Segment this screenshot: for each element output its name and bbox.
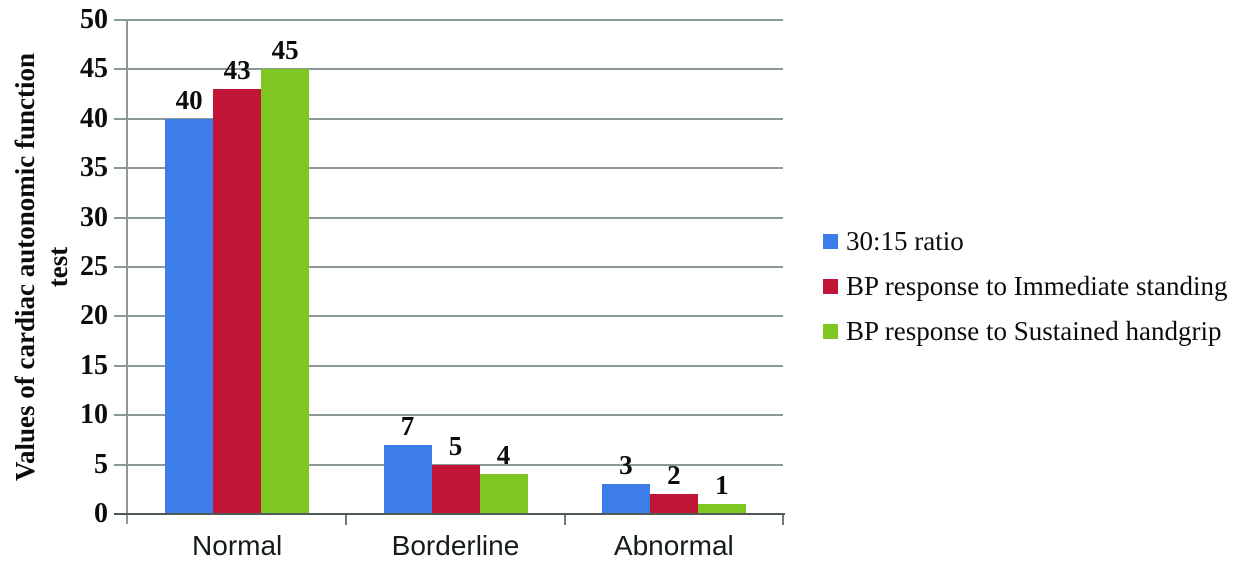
gridline — [128, 364, 783, 367]
x-axis-tick — [782, 514, 784, 525]
y-tick-label: 30 — [80, 201, 108, 233]
y-axis-tick — [114, 216, 128, 219]
x-category-label: Normal — [192, 530, 283, 561]
bar-value-label: 43 — [223, 55, 251, 86]
y-axis-tick — [114, 364, 128, 367]
bar-value-label: 2 — [667, 460, 681, 491]
bar-value-label: 1 — [715, 470, 729, 501]
legend-item: BP response to Immediate standing — [823, 264, 1227, 309]
legend-swatch-icon — [823, 234, 838, 249]
y-tick-label: 35 — [80, 152, 108, 184]
bar-borderline-series-2 — [431, 464, 480, 514]
gridline — [128, 68, 783, 71]
y-tick-label: 20 — [80, 300, 108, 332]
y-axis-line — [126, 20, 128, 524]
bar-abnormal-series-1 — [601, 484, 650, 514]
legend-item: BP response to Sustained handgrip — [823, 309, 1227, 354]
y-axis-tick — [114, 167, 128, 170]
y-tick-label: 25 — [80, 251, 108, 282]
legend-label: 30:15 ratio — [846, 226, 964, 256]
gridline — [128, 266, 783, 268]
y-axis-tick — [114, 19, 128, 21]
y-axis-tick — [114, 68, 128, 71]
bar-value-label: 3 — [619, 450, 633, 481]
y-axis-tick — [114, 266, 128, 268]
x-category-label: Borderline — [391, 530, 520, 561]
gridline — [128, 315, 783, 318]
bar-abnormal-series-2 — [649, 494, 698, 514]
y-tick-label: 45 — [80, 53, 108, 85]
bar-value-label: 5 — [448, 430, 463, 461]
y-tick-label: 10 — [80, 399, 108, 431]
x-category-label: Abnormal — [613, 530, 734, 561]
bar-borderline-series-1 — [383, 444, 432, 514]
y-tick-label: 15 — [80, 349, 108, 381]
bar-value-label: 40 — [175, 84, 203, 115]
bar-normal-series-3 — [261, 69, 310, 514]
y-tick-label: 50 — [80, 4, 108, 35]
legend-label: BP response to Sustained handgrip — [846, 316, 1222, 346]
bar-borderline-series-3 — [479, 474, 528, 514]
y-axis-tick — [114, 315, 128, 318]
legend-swatch-icon — [823, 324, 838, 339]
y-axis-tick — [114, 463, 128, 466]
bar-value-label: 4 — [496, 440, 511, 471]
bar-value-label: 45 — [271, 35, 299, 66]
bar-abnormal-series-3 — [697, 504, 746, 514]
y-tick-label: 40 — [80, 102, 108, 134]
bar-normal-series-1 — [165, 118, 214, 514]
y-axis-tick — [114, 414, 128, 417]
legend-item: 30:15 ratio — [823, 219, 1227, 264]
legend: 30:15 ratio BP response to Immediate stan… — [823, 219, 1227, 354]
x-axis-line — [114, 513, 785, 515]
legend-swatch-icon — [823, 279, 838, 294]
x-axis-tick — [563, 514, 566, 525]
gridline — [128, 19, 783, 21]
bar-normal-series-2 — [213, 89, 262, 514]
gridline — [128, 117, 783, 120]
gridline — [128, 167, 783, 170]
x-axis-tick — [345, 514, 348, 525]
y-tick-label: 0 — [94, 498, 108, 529]
bar-value-label: 7 — [400, 410, 415, 441]
gridline — [128, 414, 783, 417]
gridline — [128, 216, 783, 219]
legend-label: BP response to Immediate standing — [846, 271, 1228, 301]
y-tick-label: 5 — [94, 448, 108, 480]
y-axis-tick — [114, 117, 128, 120]
